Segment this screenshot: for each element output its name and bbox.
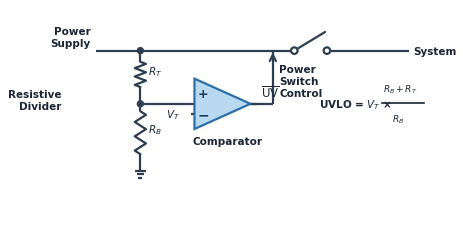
Text: $R_B$: $R_B$ [148, 123, 161, 136]
Text: $V_T$: $V_T$ [165, 108, 179, 122]
Circle shape [290, 48, 297, 55]
Text: Resistive
Divider: Resistive Divider [7, 90, 61, 112]
Text: $R_B + R_T$: $R_B + R_T$ [382, 84, 416, 96]
Text: System: System [413, 46, 456, 56]
Text: $R_T$: $R_T$ [148, 64, 162, 78]
Polygon shape [194, 79, 250, 129]
Text: Power
Supply: Power Supply [50, 27, 91, 49]
Text: Comparator: Comparator [192, 136, 262, 146]
Text: −: − [197, 108, 208, 122]
Text: UVLO = $V_T$ ×: UVLO = $V_T$ × [319, 97, 391, 111]
Text: Power
Switch
Control: Power Switch Control [279, 64, 322, 98]
Text: $R_B$: $R_B$ [391, 113, 404, 125]
Circle shape [323, 48, 330, 55]
Text: $\overline{\mathrm{UV}}$: $\overline{\mathrm{UV}}$ [260, 85, 279, 101]
Text: +: + [197, 88, 208, 101]
Circle shape [137, 49, 143, 54]
Circle shape [137, 101, 143, 107]
